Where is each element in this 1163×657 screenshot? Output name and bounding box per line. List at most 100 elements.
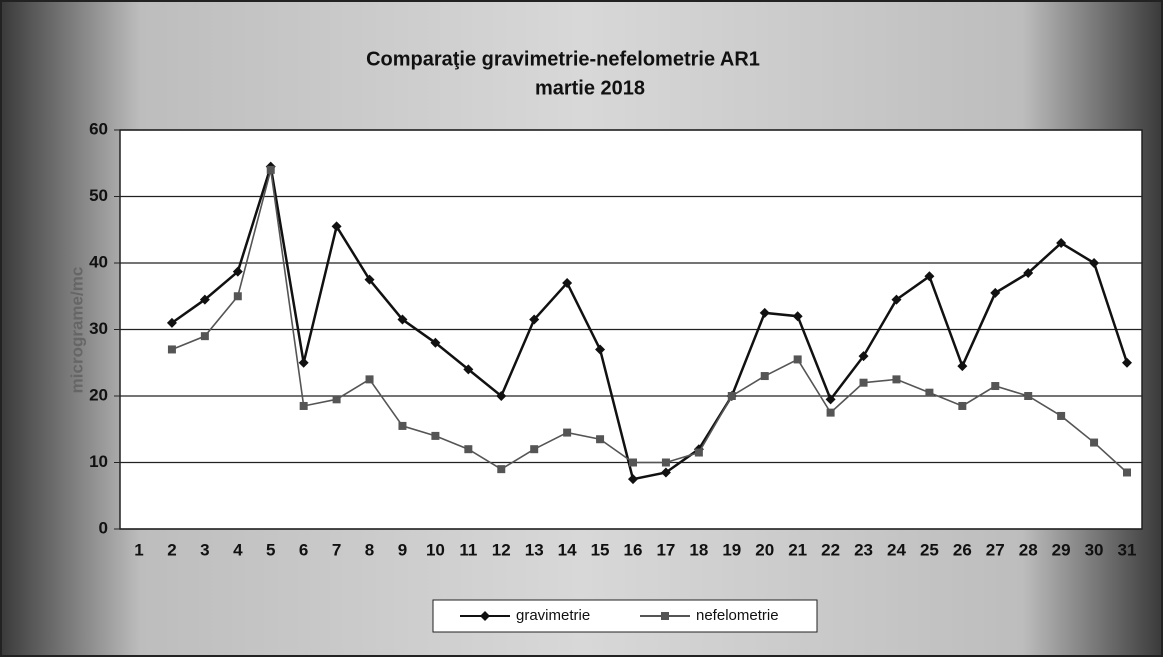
data-point — [595, 344, 606, 355]
data-point — [727, 392, 736, 400]
x-tick-label: 14 — [558, 540, 577, 559]
data-point — [596, 435, 605, 444]
x-tick-label: 30 — [1085, 540, 1104, 559]
y-tick-label: 10 — [89, 452, 108, 471]
legend-marker — [661, 612, 669, 620]
data-point — [793, 355, 802, 364]
data-point — [825, 394, 836, 405]
data-point — [924, 271, 935, 282]
x-tick-label: 28 — [1019, 540, 1038, 559]
data-point — [660, 467, 671, 478]
data-point — [200, 332, 209, 341]
chart-title: Comparaţie gravimetrie-nefelometrie AR1 — [366, 48, 760, 70]
x-tick-label: 12 — [492, 540, 511, 559]
data-point — [331, 221, 342, 232]
data-point — [1123, 468, 1131, 477]
x-tick-label: 17 — [656, 540, 675, 559]
x-tick-label: 21 — [788, 540, 807, 559]
x-tick-label: 27 — [986, 540, 1005, 559]
x-tick-label: 15 — [591, 540, 610, 559]
x-tick-label: 3 — [200, 540, 209, 559]
x-tick-label: 4 — [233, 540, 243, 559]
y-axis-label: micrograme/mc — [67, 267, 86, 394]
x-tick-label: 22 — [821, 540, 840, 559]
data-point — [431, 431, 440, 440]
data-point — [530, 445, 539, 454]
data-point — [1023, 267, 1034, 278]
data-point — [397, 314, 408, 325]
x-tick-label: 20 — [755, 540, 774, 559]
chart-subtitle: martie 2018 — [535, 77, 645, 99]
x-tick-label: 26 — [953, 540, 972, 559]
data-point — [759, 307, 770, 318]
data-point — [1024, 392, 1033, 400]
y-tick-label: 50 — [89, 186, 108, 205]
data-point — [891, 294, 902, 305]
x-tick-label: 13 — [525, 540, 544, 559]
data-point — [628, 474, 638, 485]
data-point — [760, 372, 769, 381]
data-point — [858, 351, 869, 362]
data-point — [1089, 258, 1100, 268]
data-point — [529, 314, 540, 325]
data-point — [957, 361, 968, 372]
data-point — [826, 408, 835, 417]
x-tick-label: 31 — [1118, 540, 1137, 559]
data-point — [463, 364, 474, 375]
data-point — [298, 357, 309, 368]
series-line — [171, 169, 1128, 474]
legend-marker — [480, 611, 490, 621]
data-point — [232, 266, 243, 277]
x-tick-label: 2 — [167, 540, 176, 559]
x-tick-label: 24 — [887, 540, 906, 559]
x-tick-label: 1 — [134, 540, 143, 559]
data-point — [1057, 411, 1066, 420]
data-point — [892, 375, 901, 384]
x-tick-label: 9 — [398, 540, 407, 559]
y-tick-label: 30 — [89, 319, 108, 338]
x-tick-label: 18 — [689, 540, 708, 559]
x-tick-label: 10 — [426, 540, 445, 559]
y-tick-label: 0 — [99, 518, 108, 537]
legend-label: nefelometrie — [696, 607, 779, 624]
y-tick-label: 60 — [89, 119, 108, 138]
x-tick-label: 16 — [624, 540, 643, 559]
data-point — [497, 465, 506, 474]
data-point — [430, 337, 441, 348]
x-tick-label: 29 — [1052, 540, 1071, 559]
x-tick-label: 8 — [365, 540, 374, 559]
legend-label: gravimetrie — [516, 607, 590, 624]
data-point — [991, 382, 1000, 391]
x-tick-label: 19 — [722, 540, 741, 559]
x-tick-label: 5 — [266, 540, 275, 559]
y-tick-label: 40 — [89, 252, 108, 271]
series-line — [171, 166, 1129, 481]
data-point — [398, 421, 407, 430]
data-point — [332, 395, 341, 404]
x-tick-label: 25 — [920, 540, 939, 559]
data-point — [166, 317, 177, 328]
data-point — [925, 388, 934, 397]
x-tick-label: 6 — [299, 540, 308, 559]
data-point — [661, 458, 670, 467]
data-point — [990, 287, 1001, 298]
data-point — [464, 445, 473, 454]
data-point — [694, 448, 703, 457]
data-point — [299, 401, 308, 410]
x-tick-label: 7 — [332, 540, 341, 559]
data-point — [167, 345, 176, 354]
data-point — [563, 428, 572, 437]
data-point — [496, 391, 507, 401]
data-point — [365, 375, 374, 384]
data-point — [199, 294, 210, 305]
data-point — [859, 378, 868, 387]
data-point — [364, 274, 375, 285]
data-point — [958, 401, 967, 410]
x-tick-label: 23 — [854, 540, 873, 559]
data-point — [266, 165, 275, 174]
data-point — [792, 311, 803, 322]
data-point — [1090, 438, 1099, 447]
data-point — [629, 458, 637, 467]
data-point — [1056, 238, 1067, 249]
